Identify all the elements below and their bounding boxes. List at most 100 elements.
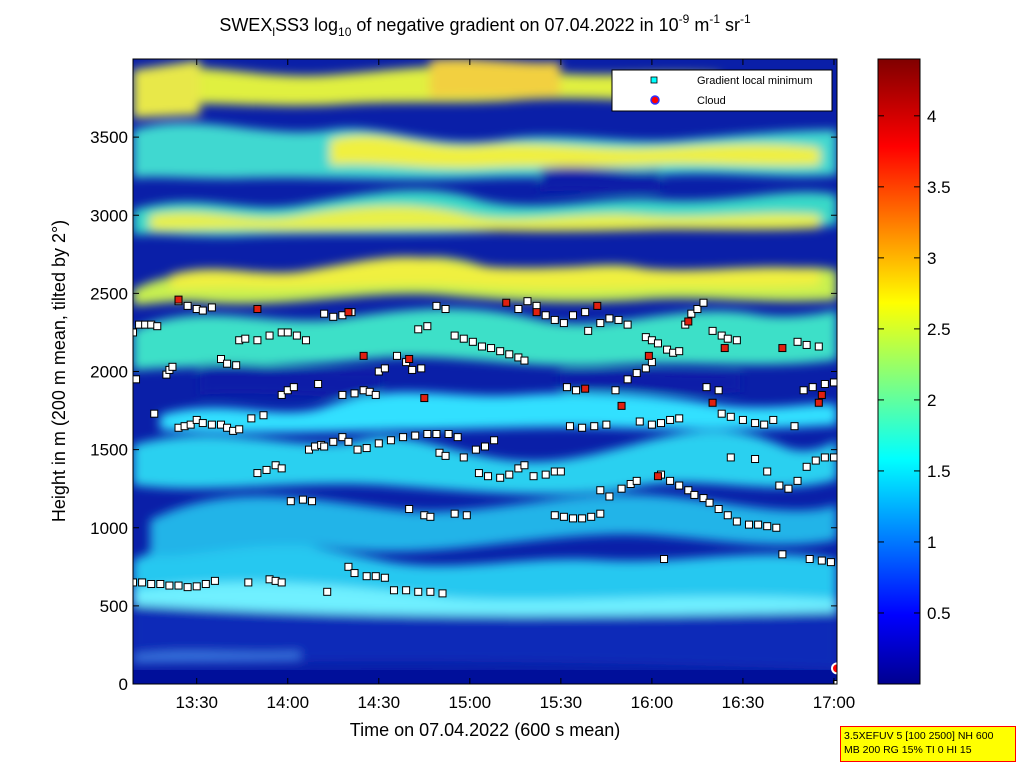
gradient-min-marker [772, 523, 781, 532]
gradient-min-marker [705, 498, 714, 507]
gradient-min-marker [684, 486, 693, 495]
gradient-min-marker [751, 455, 760, 463]
gradient-min-marker [277, 464, 286, 473]
gradient-min-marker [323, 587, 332, 596]
gradient-min-marker [635, 417, 644, 426]
gradient-min-marker [829, 453, 837, 462]
gradient-min-marker [292, 331, 301, 340]
gradient-min-marker [623, 375, 632, 384]
gradient-min-marker [253, 336, 262, 345]
gradient-min-marker [192, 582, 201, 591]
legend-label-cloud: Cloud [697, 95, 726, 107]
gradient-min-marker [320, 442, 329, 451]
gradient-min-marker [723, 511, 732, 520]
gradient-min-marker [423, 322, 432, 331]
x-axis: 13:30 14:00 14:30 15:00 15:30 16:00 16:30 17:00 [175, 59, 855, 712]
gradient-min-marker [572, 386, 581, 395]
gradient-min-marker [338, 390, 347, 399]
gradient-min-marker [578, 514, 587, 523]
gradient-min-marker [283, 328, 292, 337]
y-axis: 0 500 1000 1500 2000 2500 3000 3500 [90, 128, 837, 694]
colorbar-tick-label: 2 [927, 391, 936, 410]
colorbar-tick-label: 1 [927, 533, 936, 552]
gradient-min-marker [793, 337, 802, 346]
gradient-min-marker [660, 555, 669, 563]
gradient-min-marker [405, 505, 414, 513]
gradient-min-marker [605, 492, 614, 501]
gradient-min-marker [805, 555, 814, 563]
legend-marker-cloud [650, 95, 660, 105]
gradient-min-marker [569, 311, 577, 320]
gradient-min-marker [763, 522, 772, 531]
gradient-min-marker [344, 437, 353, 446]
markers-layer [133, 295, 837, 684]
gradient-min-marker [414, 587, 423, 596]
gradient-min-marker [675, 481, 684, 490]
cloud-marker [405, 355, 414, 363]
x-tick-label: 16:00 [631, 693, 674, 712]
gradient-min-marker [550, 511, 559, 520]
gradient-min-marker [745, 520, 753, 529]
gradient-min-marker [217, 355, 225, 363]
gradient-min-marker [138, 578, 147, 587]
gradient-min-marker [133, 328, 137, 337]
gradient-min-marker [641, 364, 650, 373]
gradient-min-marker [590, 422, 599, 431]
legend-box [611, 69, 833, 112]
gradient-min-marker [423, 430, 432, 438]
gradient-min-marker [587, 512, 596, 521]
gradient-min-marker [578, 423, 587, 432]
gradient-min-marker [286, 497, 295, 506]
gradient-min-marker [820, 453, 829, 462]
gradient-min-marker [802, 340, 811, 349]
gradient-min-marker [459, 453, 468, 462]
cloud-marker [814, 398, 823, 407]
band-2000-teal [133, 308, 837, 370]
gradient-min-marker [505, 470, 514, 479]
gradient-min-marker [301, 336, 310, 345]
gradient-min-marker [714, 505, 723, 513]
gradient-min-marker [408, 365, 417, 374]
gradient-min-marker [699, 494, 708, 503]
gradient-min-marker [308, 497, 317, 506]
gradient-min-marker [687, 309, 696, 318]
colorbar-tick-label: 3 [927, 249, 936, 268]
gradient-min-marker [520, 356, 529, 365]
settings-info-box: 3.5XEFUV 5 [100 2500] NH 600 MB 200 RG 1… [840, 726, 1016, 762]
x-tick-label: 16:30 [722, 693, 765, 712]
cloud-marker [420, 394, 429, 403]
gradient-min-marker [156, 580, 165, 588]
gradient-min-marker [207, 420, 216, 429]
gradient-min-marker [450, 509, 459, 518]
colorbar-tick-label: 4 [927, 107, 936, 126]
gradient-min-marker [569, 514, 577, 523]
gradient-min-marker [477, 342, 486, 351]
gradient-min-marker [596, 486, 605, 495]
colorbar-gradient [877, 58, 921, 685]
gradient-min-marker [666, 476, 675, 485]
gradient-min-marker [826, 558, 835, 567]
gradient-min-marker [244, 578, 253, 587]
colorbar-tick-label: 1.5 [927, 462, 951, 481]
dark-patch-3 [560, 368, 740, 394]
gradient-min-marker [411, 431, 420, 440]
gradient-min-marker [262, 465, 271, 474]
gradient-min-marker [817, 556, 826, 565]
gradient-min-marker [350, 389, 359, 398]
gradient-min-marker [675, 347, 684, 356]
cloud-marker [359, 351, 368, 360]
gradient-min-marker [314, 380, 323, 388]
gradient-min-marker [399, 433, 408, 442]
x-axis-label: Time on 07.04.2022 (600 s mean) [350, 720, 621, 740]
gradient-min-marker [350, 569, 359, 578]
y-tick-label: 3500 [90, 128, 128, 147]
gradient-min-marker [183, 301, 192, 310]
gradient-min-marker [723, 334, 732, 343]
gradient-min-marker [298, 495, 307, 504]
gradient-min-marker [514, 305, 523, 313]
gradient-min-marker [708, 326, 717, 335]
legend-label-gradient: Gradient local minimum [697, 75, 813, 87]
gradient-min-marker [596, 319, 605, 328]
gradient-min-marker [690, 490, 699, 499]
